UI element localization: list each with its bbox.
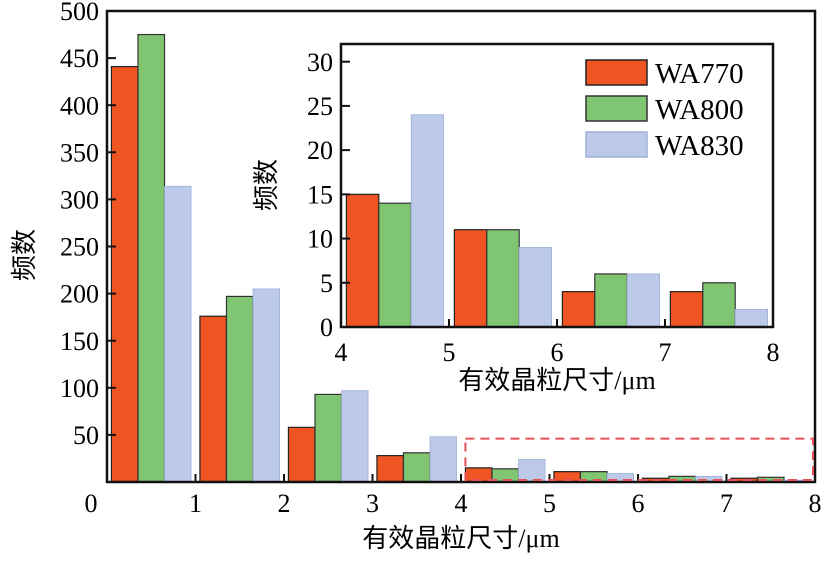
- y-tick-label: 350: [60, 138, 99, 167]
- bar-wa830: [518, 458, 546, 483]
- zoom-region-box: [464, 437, 814, 481]
- bar-wa800: [702, 282, 736, 328]
- legend-item-wa830: WA830: [585, 130, 744, 162]
- bar-wa770: [287, 426, 316, 483]
- legend-swatch: [585, 95, 648, 122]
- y-axis-title: 频数: [252, 159, 281, 211]
- bar-wa830: [341, 390, 369, 483]
- legend-swatch: [585, 131, 648, 158]
- bar-wa770: [345, 193, 380, 328]
- x-tick-label: 5: [543, 489, 556, 518]
- x-tick-label: 7: [659, 338, 672, 367]
- bar-wa770: [199, 315, 228, 483]
- y-tick-label: 250: [60, 233, 99, 262]
- y-tick-label: 100: [60, 374, 99, 403]
- inset-chart: 4 5 6 7 8 0 5 10 15 20 25 30 有效晶粒尺寸/μm 频数 WA770 WA800 WA…: [252, 42, 780, 395]
- bar-wa830: [164, 185, 192, 483]
- bar-wa830: [626, 273, 661, 328]
- legend-item-wa770: WA770: [585, 58, 744, 90]
- x-tick-label: 6: [551, 338, 564, 367]
- bar-wa830: [410, 114, 445, 328]
- bar-wa770: [669, 291, 704, 328]
- x-tick-label: 1: [189, 489, 202, 518]
- legend-swatch: [585, 59, 648, 86]
- bar-wa800: [314, 393, 343, 483]
- bar-wa830: [429, 436, 457, 483]
- x-tick-label: 3: [366, 489, 379, 518]
- bar-wa770: [453, 229, 488, 328]
- bar-wa830: [518, 247, 553, 328]
- bar-wa830: [252, 288, 280, 483]
- y-tick-label: 5: [320, 269, 333, 298]
- y-tick-label: 200: [60, 280, 99, 309]
- x-tick-label: 4: [455, 489, 468, 518]
- x-tick-label: 0: [85, 489, 98, 518]
- y-tick-label: 500: [60, 0, 99, 26]
- x-tick-label: 5: [443, 338, 456, 367]
- bar-wa800: [594, 273, 628, 328]
- y-tick-label: 0: [320, 313, 333, 342]
- x-tick-label: 2: [278, 489, 291, 518]
- bar-wa770: [110, 65, 139, 483]
- bar-wa800: [225, 295, 254, 483]
- y-tick-label: 50: [73, 421, 99, 450]
- bar-wa800: [378, 202, 412, 328]
- y-tick-label: 150: [60, 327, 99, 356]
- y-axis-title: 频数: [10, 229, 39, 281]
- y-tick-label: 20: [307, 136, 333, 165]
- bar-wa770: [561, 291, 596, 328]
- bar-wa770: [376, 455, 405, 483]
- x-axis-title: 有效晶粒尺寸/μm: [362, 524, 559, 553]
- y-tick-label: 25: [307, 92, 333, 121]
- main-chart: 0 1 2 3 4 5 6 7 850100150200250300350400450500有效…: [10, 0, 822, 553]
- y-tick-label: 450: [60, 44, 99, 73]
- y-tick-label: 300: [60, 186, 99, 215]
- bar-wa830: [734, 308, 769, 328]
- y-tick-label: 10: [307, 225, 333, 254]
- x-tick-label: 8: [767, 338, 780, 367]
- bar-wa800: [486, 229, 520, 328]
- y-tick-label: 30: [307, 48, 333, 77]
- x-tick-label: 4: [335, 338, 348, 367]
- bar-wa800: [137, 33, 166, 483]
- legend-item-wa800: WA800: [585, 94, 744, 126]
- legend-label: WA770: [655, 58, 744, 90]
- legend-label: WA830: [655, 130, 744, 162]
- x-axis-title: 有效晶粒尺寸/μm: [458, 366, 655, 395]
- x-tick-label: 6: [632, 489, 645, 518]
- legend-label: WA800: [655, 94, 744, 126]
- x-tick-label: 8: [809, 489, 822, 518]
- bar-wa800: [402, 452, 431, 483]
- y-tick-label: 15: [307, 180, 333, 209]
- x-tick-label: 7: [720, 489, 733, 518]
- y-tick-label: 400: [60, 91, 99, 120]
